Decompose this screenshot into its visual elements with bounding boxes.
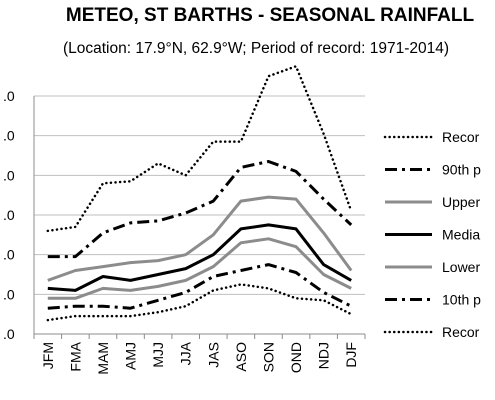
legend-label: Media xyxy=(442,227,480,243)
y-tick-label: .0 xyxy=(3,167,15,183)
x-tick-label: ASO xyxy=(233,342,249,372)
legend-label: Recor xyxy=(442,324,480,340)
series-line-6 xyxy=(47,263,352,310)
legend-label: 10th p xyxy=(442,292,481,308)
series-line-3 xyxy=(47,195,353,282)
y-tick-label: .0 xyxy=(3,207,15,223)
x-tick-label: JJA xyxy=(178,341,194,365)
x-tick-label: DJF xyxy=(343,342,359,368)
x-tick-label: OND xyxy=(288,342,304,373)
legend-label: Lower xyxy=(442,259,480,275)
x-tick-label: AMJ xyxy=(123,342,139,370)
y-tick-label: .0 xyxy=(3,326,15,342)
y-tick-label: .0 xyxy=(3,88,15,104)
legend-label: 90th p xyxy=(442,162,481,178)
x-tick-label: JFM xyxy=(40,342,56,369)
legend-label: Recor xyxy=(442,129,480,145)
y-tick-label: .0 xyxy=(3,286,15,302)
chart-subtitle: (Location: 17.9°N, 62.9°W; Period of rec… xyxy=(62,40,450,57)
y-tick-label: .0 xyxy=(3,247,15,263)
legend-label: Upper xyxy=(442,194,480,210)
y-tick-label: .0 xyxy=(3,128,15,144)
series-line-4 xyxy=(47,223,352,292)
x-tick-label: JAS xyxy=(205,342,221,368)
x-tick-label: FMA xyxy=(67,341,83,371)
x-tick-label: MAM xyxy=(95,342,111,375)
series-line-2 xyxy=(47,160,353,259)
x-tick-label: SON xyxy=(260,342,276,372)
chart-title: METEO, ST BARTHS - SEASONAL RAINFALL xyxy=(65,5,475,26)
series-line-5 xyxy=(47,237,352,300)
x-tick-label: NDJ xyxy=(316,342,332,369)
series-line-7 xyxy=(46,283,353,322)
series-line-1 xyxy=(46,65,353,233)
x-tick-label: MJJ xyxy=(150,342,166,368)
